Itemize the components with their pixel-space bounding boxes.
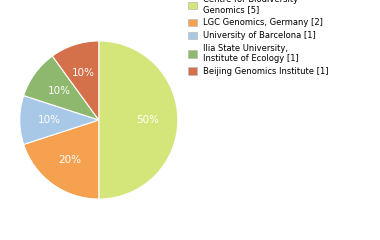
Wedge shape xyxy=(24,56,99,120)
Wedge shape xyxy=(99,41,178,199)
Legend: Centre for Biodiversity
Genomics [5], LGC Genomics, Germany [2], University of B: Centre for Biodiversity Genomics [5], LG… xyxy=(188,0,329,76)
Wedge shape xyxy=(52,41,99,120)
Text: 10%: 10% xyxy=(48,86,71,96)
Text: 10%: 10% xyxy=(72,68,95,78)
Wedge shape xyxy=(20,96,99,144)
Text: 10%: 10% xyxy=(38,115,61,125)
Text: 50%: 50% xyxy=(136,115,159,125)
Wedge shape xyxy=(24,120,99,199)
Text: 20%: 20% xyxy=(59,155,81,165)
